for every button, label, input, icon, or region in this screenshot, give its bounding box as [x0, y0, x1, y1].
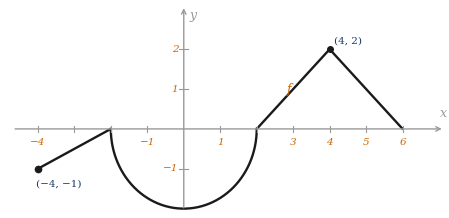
Text: 3: 3	[290, 138, 296, 147]
Text: x: x	[440, 107, 447, 120]
Text: −1: −1	[140, 138, 155, 147]
Text: 2: 2	[172, 45, 178, 54]
Text: y: y	[189, 9, 196, 22]
Text: 6: 6	[399, 138, 406, 147]
Text: 4: 4	[326, 138, 333, 147]
Text: −4: −4	[30, 138, 45, 147]
Text: f: f	[287, 83, 292, 95]
Text: 1: 1	[172, 85, 178, 94]
Text: 1: 1	[217, 138, 224, 147]
Text: (−4, −1): (−4, −1)	[36, 180, 82, 189]
Text: 5: 5	[363, 138, 370, 147]
Text: −1: −1	[163, 164, 178, 173]
Text: (4, 2): (4, 2)	[334, 36, 362, 45]
